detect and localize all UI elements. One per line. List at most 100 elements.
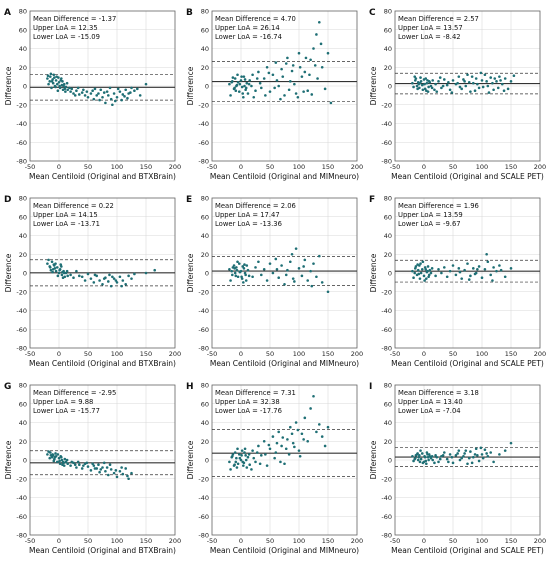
y-tick-label: -60 (381, 513, 392, 521)
data-point (262, 77, 266, 80)
data-point (427, 273, 431, 277)
data-point (323, 444, 327, 448)
data-point (237, 90, 241, 93)
data-point (245, 264, 249, 267)
data-point (294, 92, 298, 95)
data-point (105, 466, 109, 469)
x-axis-label: Mean Centiloid (Original and MIMneuro) (210, 359, 359, 368)
data-point (419, 80, 423, 83)
data-point (53, 267, 57, 270)
data-point (78, 93, 81, 96)
data-point (280, 264, 283, 267)
data-point (437, 267, 440, 271)
data-point (469, 90, 472, 93)
data-point (300, 432, 304, 436)
panel-letter: H (186, 382, 194, 392)
data-point (416, 452, 419, 455)
data-point (252, 95, 256, 99)
y-tick-label: 20 (19, 64, 27, 72)
data-point (411, 454, 414, 458)
data-point (102, 461, 106, 465)
data-point (50, 260, 54, 264)
data-point (501, 82, 504, 86)
data-point (329, 101, 333, 105)
data-point (229, 94, 232, 97)
data-point (56, 89, 60, 92)
data-point (233, 267, 236, 270)
x-tick-label: 200 (169, 537, 181, 545)
y-tick-label: -60 (198, 139, 209, 147)
data-point (448, 269, 452, 273)
data-point (451, 79, 455, 82)
data-point (498, 264, 501, 267)
y-tick-label: -40 (16, 120, 27, 128)
data-point (85, 461, 89, 465)
data-point (129, 91, 132, 94)
data-point (50, 455, 54, 459)
data-point (451, 264, 455, 267)
data-point (493, 77, 497, 80)
data-point (418, 277, 422, 280)
data-point (48, 456, 52, 460)
data-point (491, 279, 494, 282)
data-point (318, 254, 321, 258)
data-point (248, 463, 251, 466)
data-point (499, 268, 503, 272)
data-point (416, 268, 420, 272)
data-point (448, 453, 452, 456)
data-point (238, 270, 242, 274)
data-point (447, 80, 450, 84)
data-point (310, 284, 314, 288)
data-point (73, 94, 77, 97)
data-point (46, 74, 50, 77)
data-point (479, 71, 483, 75)
data-point (236, 73, 239, 77)
y-tick-label: -20 (198, 475, 209, 483)
data-point (326, 290, 330, 294)
data-point (95, 94, 98, 97)
data-point (53, 76, 56, 79)
y-tick-label: -80 (198, 345, 209, 353)
data-point (262, 267, 266, 271)
data-point (61, 88, 65, 92)
data-point (316, 77, 319, 80)
x-tick-label: 150 (505, 350, 517, 358)
data-point (133, 272, 136, 276)
stat-annotation: Lower LoA = -13.71 (33, 220, 100, 228)
panel-letter: B (186, 8, 193, 18)
data-point (486, 84, 490, 88)
data-point (462, 78, 465, 81)
data-point (277, 276, 281, 279)
data-point (257, 70, 260, 74)
data-point (89, 92, 93, 95)
data-point (499, 79, 502, 82)
data-point (257, 260, 260, 264)
data-point (413, 457, 417, 461)
data-point (244, 458, 248, 462)
data-point (300, 75, 304, 78)
data-point (275, 267, 279, 271)
data-point (245, 466, 249, 469)
data-point (51, 81, 55, 85)
data-point (450, 91, 454, 94)
data-point (280, 444, 283, 448)
x-tick-label: 150 (140, 163, 152, 171)
data-point (483, 448, 487, 451)
stat-annotation: Mean Difference = 1.96 (398, 202, 479, 210)
y-tick-label: 60 (384, 400, 392, 408)
y-tick-label: -80 (16, 532, 27, 540)
x-axis-label: Mean Centiloid (Original and SCALE PET) (391, 359, 544, 368)
x-tick-label: 50 (449, 350, 457, 358)
data-point (419, 76, 422, 79)
data-point (257, 444, 260, 448)
x-tick-label: -50 (390, 163, 401, 171)
y-tick-label: 0 (23, 270, 27, 278)
x-tick-label: 50 (266, 350, 274, 358)
y-tick-label: -80 (16, 345, 27, 353)
data-point (60, 458, 64, 462)
data-point (275, 441, 279, 445)
data-point (291, 441, 295, 445)
data-point (476, 454, 479, 457)
